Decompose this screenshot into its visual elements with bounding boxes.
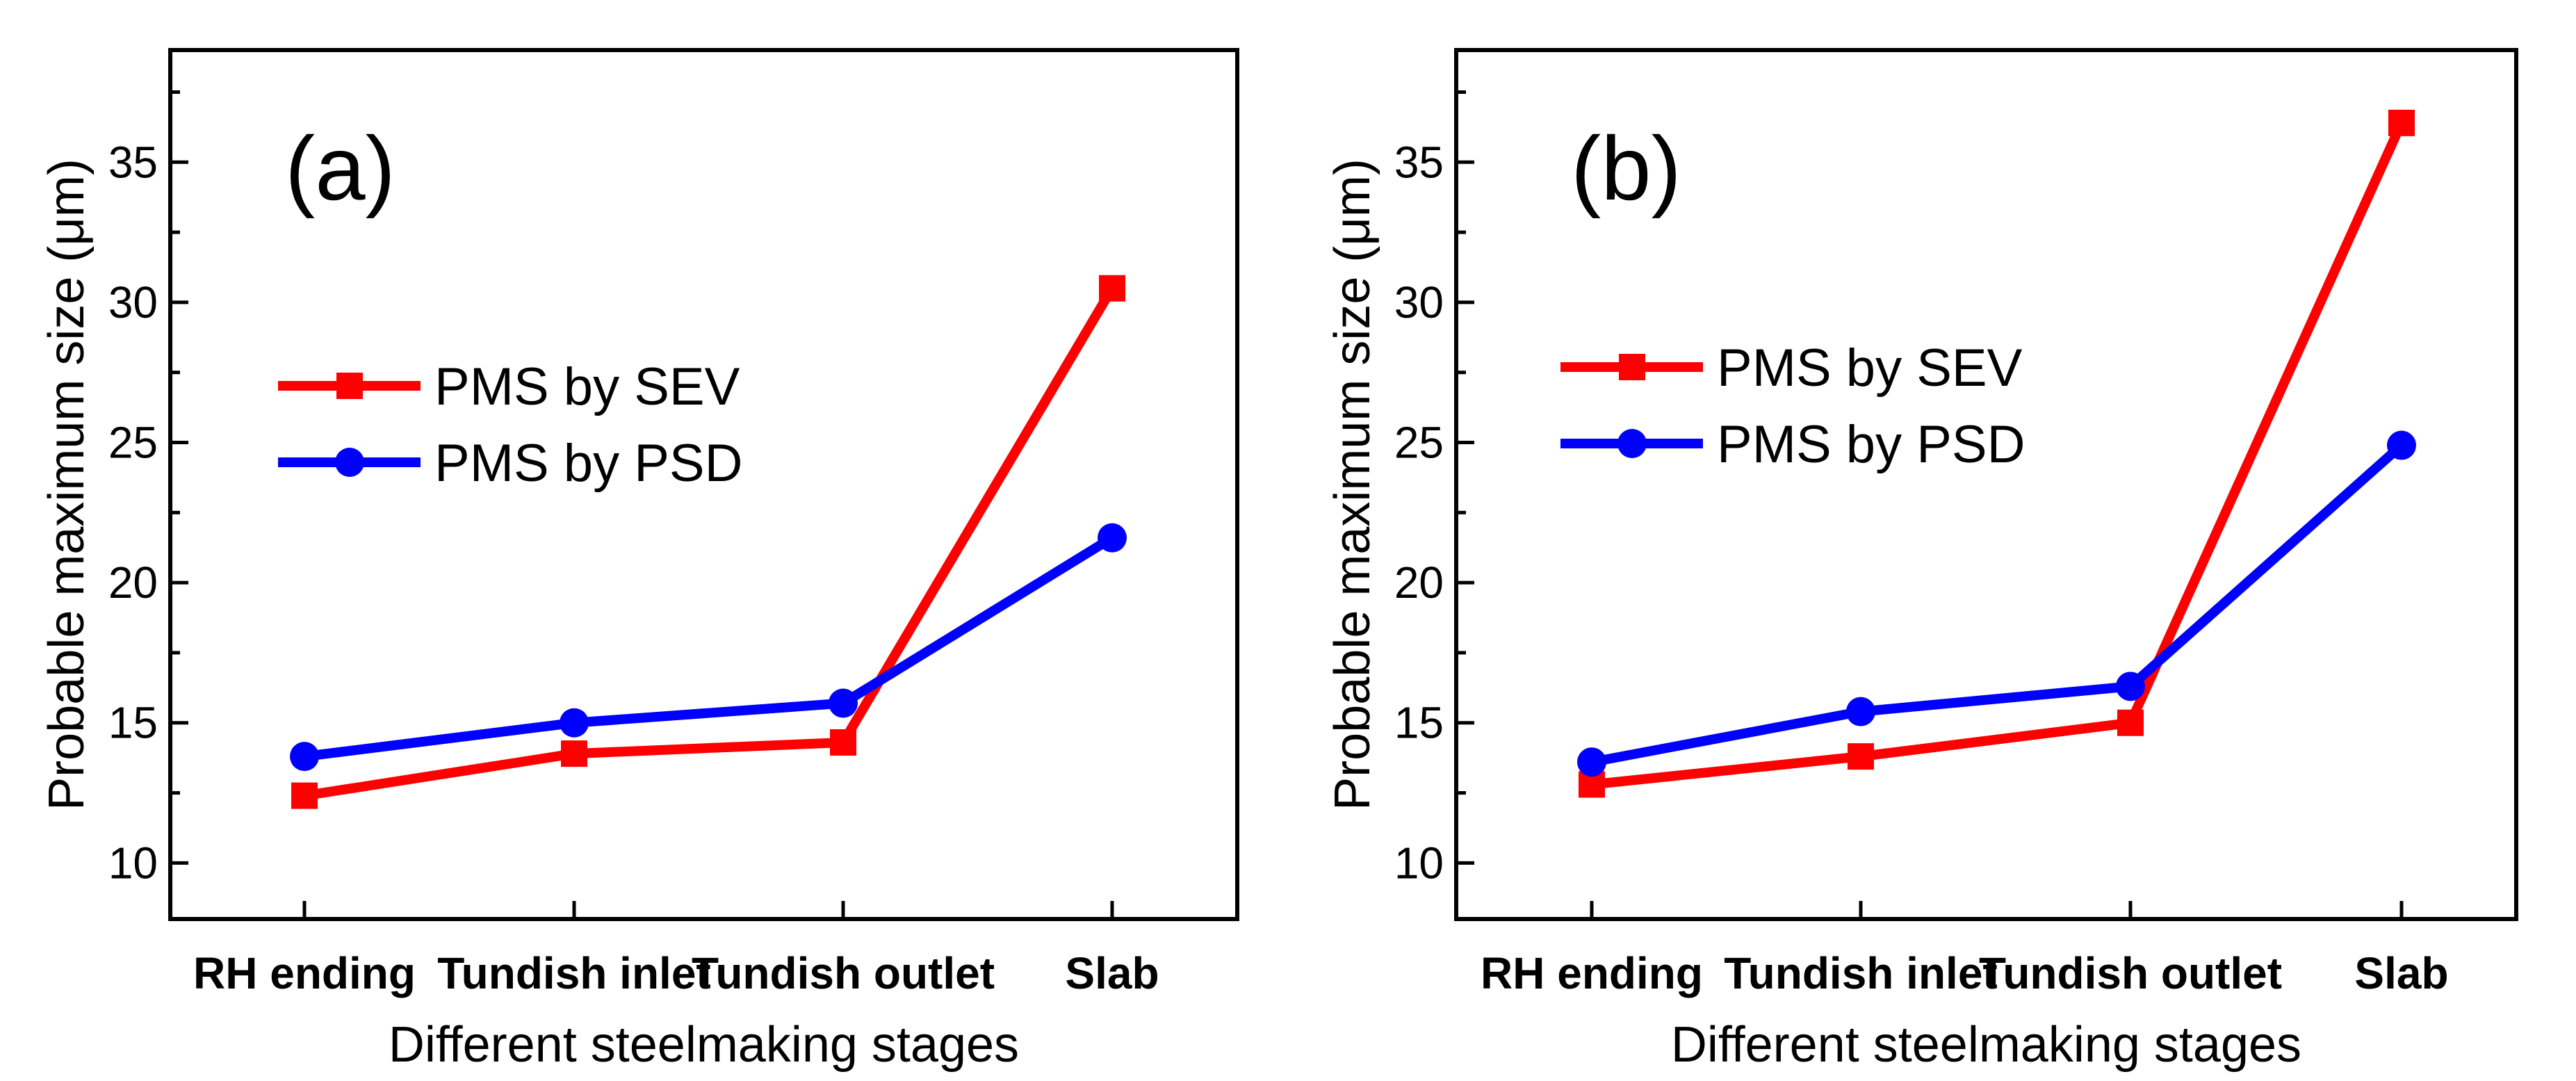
data-point-square	[291, 782, 318, 809]
x-tick-label: RH ending	[193, 948, 416, 998]
data-point-circle	[829, 688, 858, 718]
legend-label: PMS by PSD	[434, 434, 742, 493]
data-point-circle	[290, 742, 319, 772]
data-point-square	[561, 740, 587, 767]
y-tick-label: 30	[1394, 277, 1444, 327]
chart-panel-b: 10 15 20 25 30 35 RH ending Tundish inletTundis…	[1325, 48, 2518, 1073]
y-tick-label: 25	[1394, 418, 1444, 468]
x-tick-label: Tundish outlet	[692, 948, 995, 998]
legend-marker-square	[1619, 354, 1645, 380]
x-axis-title: Different steelmaking stages	[1671, 1017, 2301, 1073]
data-point-circle	[2387, 430, 2416, 460]
y-tick-label: 15	[108, 698, 158, 748]
panel-label: (b)	[1571, 117, 1681, 219]
y-tick-label: 20	[108, 558, 158, 608]
data-point-square	[1099, 275, 1125, 302]
y-tick-label: 20	[1394, 558, 1444, 608]
x-tick-label: Tundish inlet	[1724, 948, 1997, 998]
x-tick-label: RH ending	[1481, 948, 1703, 998]
y-tick-label: 35	[1394, 137, 1444, 187]
data-point-square	[1848, 743, 1874, 770]
y-axis-title: Probable maximum size (μm)	[39, 159, 95, 811]
chart-panel-a: 10 15 20 25 30 35 RH ending Tundish inletTundis…	[39, 48, 1239, 1073]
data-point-square	[2388, 109, 2415, 136]
panel-label: (a)	[285, 117, 396, 219]
x-tick-label: Slab	[1065, 948, 1159, 998]
legend-label: PMS by SEV	[1717, 339, 2023, 398]
series-line-sev	[1587, 117, 2406, 790]
legend-label: PMS by SEV	[434, 357, 740, 416]
y-tick-label: 15	[1394, 698, 1444, 748]
data-point-square	[2117, 709, 2144, 736]
series-line-psd	[1587, 440, 2406, 767]
y-tick-label: 35	[108, 137, 158, 187]
legend-marker-circle	[1617, 429, 1647, 458]
y-tick-label: 10	[1394, 838, 1444, 888]
y-tick-label: 30	[108, 277, 158, 327]
y-tick-label: 25	[108, 418, 158, 468]
data-point-circle	[1098, 523, 1127, 553]
data-point-circle	[1577, 747, 1606, 777]
legend-marker-square	[336, 373, 363, 399]
y-tick-label: 10	[108, 838, 158, 888]
data-point-circle	[1846, 697, 1875, 726]
data-point-circle	[2116, 672, 2145, 701]
plot-frame	[1454, 48, 2518, 921]
x-tick-label: Tundish inlet	[437, 948, 710, 998]
data-point-circle	[560, 708, 589, 738]
plot-frame	[168, 48, 1239, 921]
x-tick-label: Slab	[2354, 948, 2448, 998]
legend-marker-circle	[335, 448, 364, 477]
y-axis-title: Probable maximum size (μm)	[1325, 159, 1380, 811]
series-line-psd	[300, 533, 1117, 762]
legend-label: PMS by PSD	[1717, 415, 2025, 474]
x-tick-label: Tundish outlet	[1979, 948, 2282, 998]
x-axis-title: Different steelmaking stages	[389, 1017, 1019, 1073]
series-line-sev	[300, 283, 1117, 801]
data-point-square	[830, 729, 856, 756]
